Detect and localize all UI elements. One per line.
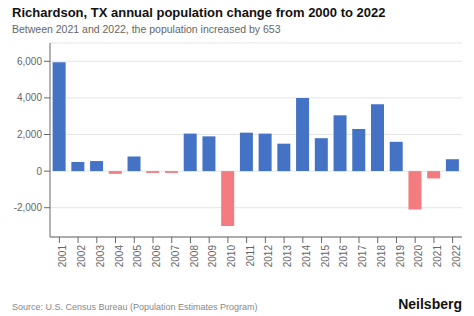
html-text:Source: U.S. Census Bureau (Po: Source: U.S. Census Bureau (Population E… bbox=[12, 302, 258, 312]
svg-text:2018: 2018 bbox=[376, 245, 387, 268]
html-text:Between 2021 and 2022, the pop: Between 2021 and 2022, the population in… bbox=[12, 23, 281, 35]
svg-text:2002: 2002 bbox=[76, 245, 87, 268]
svg-text:2022: 2022 bbox=[451, 245, 462, 268]
svg-text:2007: 2007 bbox=[170, 245, 181, 268]
svg-text:2009: 2009 bbox=[207, 245, 218, 268]
svg-text:2013: 2013 bbox=[282, 245, 293, 268]
svg-text:2012: 2012 bbox=[263, 245, 274, 268]
svg-text:2,000: 2,000 bbox=[17, 129, 42, 140]
svg-text:2016: 2016 bbox=[338, 245, 349, 268]
svg-text:2006: 2006 bbox=[151, 245, 162, 268]
svg-text:2001: 2001 bbox=[57, 245, 68, 268]
svg-text:-2,000: -2,000 bbox=[14, 202, 43, 213]
svg-text:2008: 2008 bbox=[189, 245, 200, 268]
svg-text:6,000: 6,000 bbox=[17, 56, 42, 67]
svg-text:4,000: 4,000 bbox=[17, 92, 42, 103]
svg-text:2020: 2020 bbox=[413, 245, 424, 268]
svg-text:2021: 2021 bbox=[432, 245, 443, 268]
svg-text:2010: 2010 bbox=[226, 245, 237, 268]
svg-text:2005: 2005 bbox=[132, 245, 143, 268]
svg-text:2015: 2015 bbox=[320, 245, 331, 268]
svg-text:2017: 2017 bbox=[357, 245, 368, 268]
svg-text:0: 0 bbox=[36, 166, 42, 177]
svg-text:2019: 2019 bbox=[395, 245, 406, 268]
svg-text:2011: 2011 bbox=[245, 245, 256, 267]
svg-text:2004: 2004 bbox=[114, 245, 125, 268]
html-text:Richardson, TX annual populati: Richardson, TX annual population change … bbox=[12, 5, 386, 20]
svg-text:2003: 2003 bbox=[95, 245, 106, 268]
html-text:Neilsberg: Neilsberg bbox=[398, 296, 462, 312]
svg-text:2014: 2014 bbox=[301, 245, 312, 268]
